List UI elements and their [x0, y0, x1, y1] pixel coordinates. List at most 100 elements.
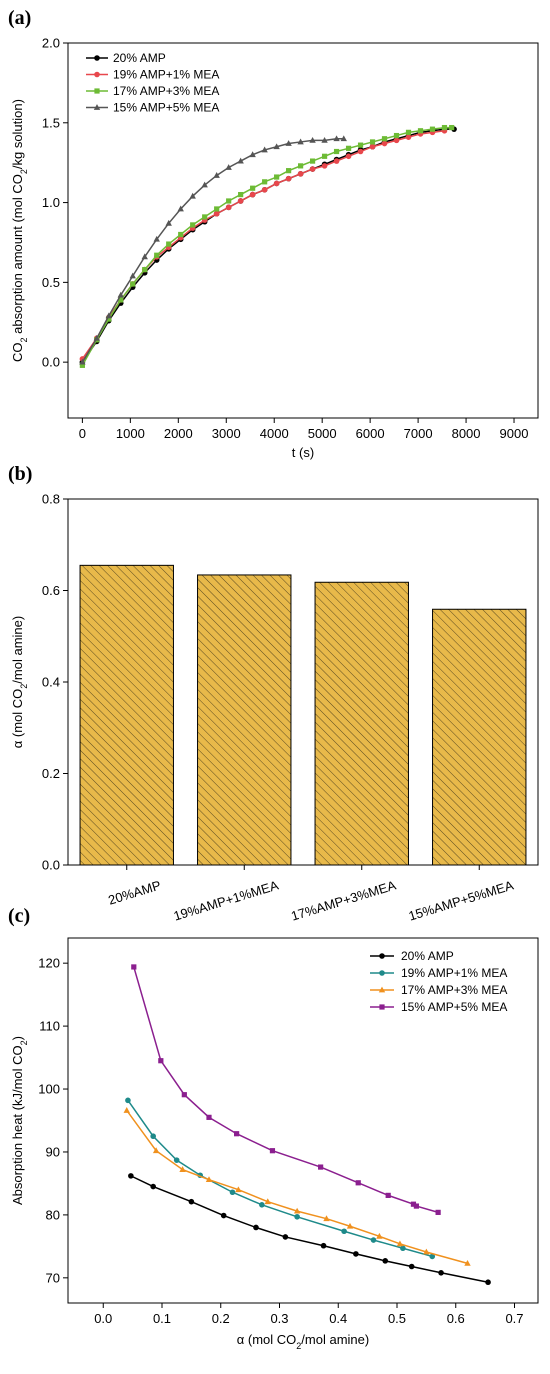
data-point [158, 1058, 164, 1064]
data-point [190, 222, 196, 228]
legend-label: 17% AMP+3% MEA [401, 983, 507, 997]
data-point [341, 1228, 347, 1235]
y-tick-label: 0.0 [42, 858, 60, 873]
legend-label: 19% AMP+1% MEA [113, 68, 219, 82]
data-point [369, 143, 376, 150]
data-point [213, 172, 220, 178]
data-point [249, 151, 256, 158]
data-point [353, 1251, 359, 1257]
data-point [214, 206, 220, 212]
legend-label: 15% AMP+5% MEA [113, 101, 219, 115]
data-point [286, 168, 292, 174]
data-point [282, 1234, 289, 1240]
y-tick-label: 1.0 [42, 195, 60, 210]
x-axis-title: α (mol CO2/mol amine) [237, 1332, 369, 1351]
data-point [423, 1248, 430, 1255]
y-tick-label: 1.5 [42, 115, 60, 130]
x-tick-label: 20%AMP [106, 878, 162, 908]
data-point [438, 1269, 444, 1276]
data-point [129, 272, 136, 279]
x-tick-label: 0.0 [94, 1311, 112, 1326]
data-point [131, 964, 137, 970]
data-point [435, 1209, 441, 1215]
data-point [396, 1240, 404, 1247]
data-point [130, 281, 136, 287]
data-point [297, 171, 304, 177]
data-point [273, 180, 280, 187]
x-tick-label: 3000 [212, 426, 241, 441]
y-tick-label: 0.4 [42, 675, 60, 690]
y-axis-title: α (mol CO2/mol amine) [10, 616, 29, 748]
y-tick-label: 90 [46, 1144, 60, 1159]
data-point [285, 140, 292, 146]
data-point [229, 1189, 236, 1196]
y-tick-label: 0.6 [42, 583, 60, 598]
bar [79, 564, 174, 866]
y-axis-title-part: α (mol CO [10, 689, 25, 749]
y-tick-label: 0.2 [42, 766, 60, 781]
series-line [81, 128, 455, 363]
x-tick-label: 1000 [116, 426, 145, 441]
data-point [150, 1133, 156, 1140]
data-point [118, 297, 124, 303]
legend-label: 19% AMP+1% MEA [401, 966, 507, 980]
y-tick-label: 80 [46, 1207, 60, 1222]
data-point [357, 148, 364, 155]
legend-marker [378, 986, 386, 993]
absorption-amount-chart: 0 1000 2000 3000 4000 5000 6000 7000 8000 9000 0.0… [10, 36, 539, 460]
series-line [130, 1175, 489, 1283]
x-tick-label: 0.5 [388, 1311, 406, 1326]
loading-bar-chart: 0.0 0.2 0.4 0.6 0.8 α (mol CO2/mol amine) 20%A… [10, 492, 539, 924]
data-point [179, 1166, 186, 1172]
data-point [417, 128, 424, 134]
series-4 [79, 135, 347, 365]
data-point [79, 358, 86, 365]
y-axis-title-part: /kg solution) [10, 99, 25, 169]
data-point [205, 1176, 213, 1183]
data-point [225, 204, 232, 211]
data-point [293, 1207, 301, 1214]
data-point [320, 1242, 327, 1249]
y-axis-title-part: CO [10, 342, 25, 362]
plot-frame [67, 42, 539, 419]
data-point [345, 153, 352, 160]
data-point [441, 124, 448, 131]
data-point [117, 291, 124, 298]
series-4 [131, 964, 441, 1215]
data-point [323, 1215, 330, 1222]
x-axis-title-part: 2 [296, 1341, 301, 1351]
data-point [250, 185, 256, 191]
data-point [181, 1092, 187, 1098]
data-point [370, 1237, 377, 1243]
data-point [429, 126, 436, 132]
y-axis-title-part: 2 [19, 337, 29, 342]
y-tick-label: 70 [46, 1270, 60, 1285]
data-point [298, 163, 304, 169]
data-point [321, 136, 328, 143]
y-axis-title-part: absorption amount (mol CO [10, 174, 25, 337]
data-point [237, 198, 244, 204]
series-2 [125, 1097, 436, 1260]
legend-label: 17% AMP+3% MEA [113, 84, 219, 98]
data-point [128, 1173, 134, 1179]
bar [314, 581, 409, 866]
y-tick-label: 2.0 [42, 36, 60, 51]
data-point [235, 1186, 242, 1193]
data-point [237, 157, 244, 164]
series-3 [123, 1107, 471, 1266]
data-point [152, 1147, 160, 1154]
data-point [369, 139, 376, 145]
bar [432, 608, 527, 866]
x-tick-label: 17%AMP+3%MEA [289, 877, 398, 923]
data-point [393, 132, 400, 139]
data-point [464, 1259, 471, 1266]
data-point [309, 158, 316, 164]
data-point [261, 187, 268, 193]
data-point [105, 312, 112, 319]
y-tick-label: 0.5 [42, 275, 60, 290]
series-1 [128, 1173, 491, 1286]
x-axis-title: t (s) [292, 445, 314, 460]
data-point [381, 140, 388, 147]
y-axis-title: Absorption heat (kJ/mol CO2) [10, 1036, 29, 1205]
x-tick-label: 19%AMP+1%MEA [172, 877, 281, 923]
